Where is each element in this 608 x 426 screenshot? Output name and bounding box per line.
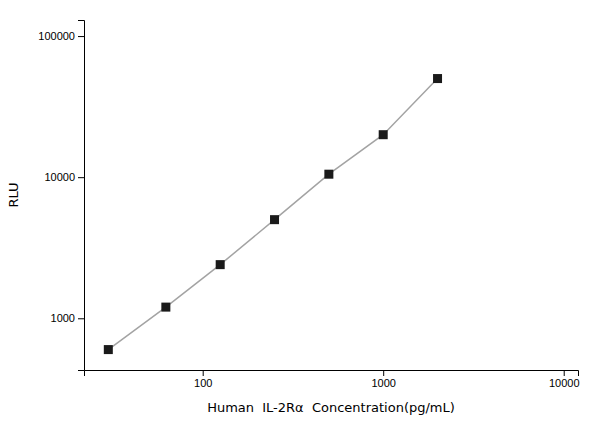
y-tick-label: 10000	[44, 171, 75, 183]
y-tick: 10000	[44, 171, 84, 183]
y-tick-mark	[78, 36, 84, 37]
plot: 100 1000 10000 1000 10000 100000	[38, 21, 579, 389]
y-axis: 1000 10000 100000	[38, 21, 84, 371]
marker	[324, 170, 333, 179]
x-tick-mark	[564, 370, 565, 376]
y-axis-title: RLU	[6, 182, 21, 207]
x-tick: 1000	[371, 370, 395, 389]
x-tick: 10000	[549, 370, 580, 389]
marker	[216, 260, 225, 269]
y-tick-mark	[78, 177, 84, 178]
y-tick-label: 100000	[38, 30, 75, 42]
chart: 100 1000 10000 1000 10000 100000 Human IL-2Rα …	[0, 0, 608, 426]
line	[108, 79, 437, 350]
marker	[104, 345, 113, 354]
x-axis-line	[85, 371, 579, 377]
x-axis: 100 1000 10000	[85, 370, 580, 389]
y-tick: 100000	[38, 30, 84, 42]
x-tick-label: 10000	[549, 377, 580, 389]
x-axis-title: Human IL-2Rα Concentration(pg/mL)	[207, 400, 455, 415]
marker	[379, 130, 388, 139]
marker	[433, 74, 442, 83]
x-tick-mark	[383, 370, 384, 376]
x-tick: 100	[194, 370, 212, 389]
chart-container: 100 1000 10000 1000 10000 100000 Human IL-2Rα …	[0, 0, 608, 426]
y-axis-line	[78, 21, 85, 371]
marker	[270, 215, 279, 224]
data-layer	[104, 74, 442, 354]
x-tick-label: 1000	[371, 377, 395, 389]
y-tick-mark	[78, 318, 84, 319]
x-tick-mark	[203, 370, 204, 376]
marker	[161, 303, 170, 312]
x-tick-label: 100	[194, 377, 212, 389]
y-tick: 1000	[51, 312, 84, 324]
y-tick-label: 1000	[51, 312, 75, 324]
